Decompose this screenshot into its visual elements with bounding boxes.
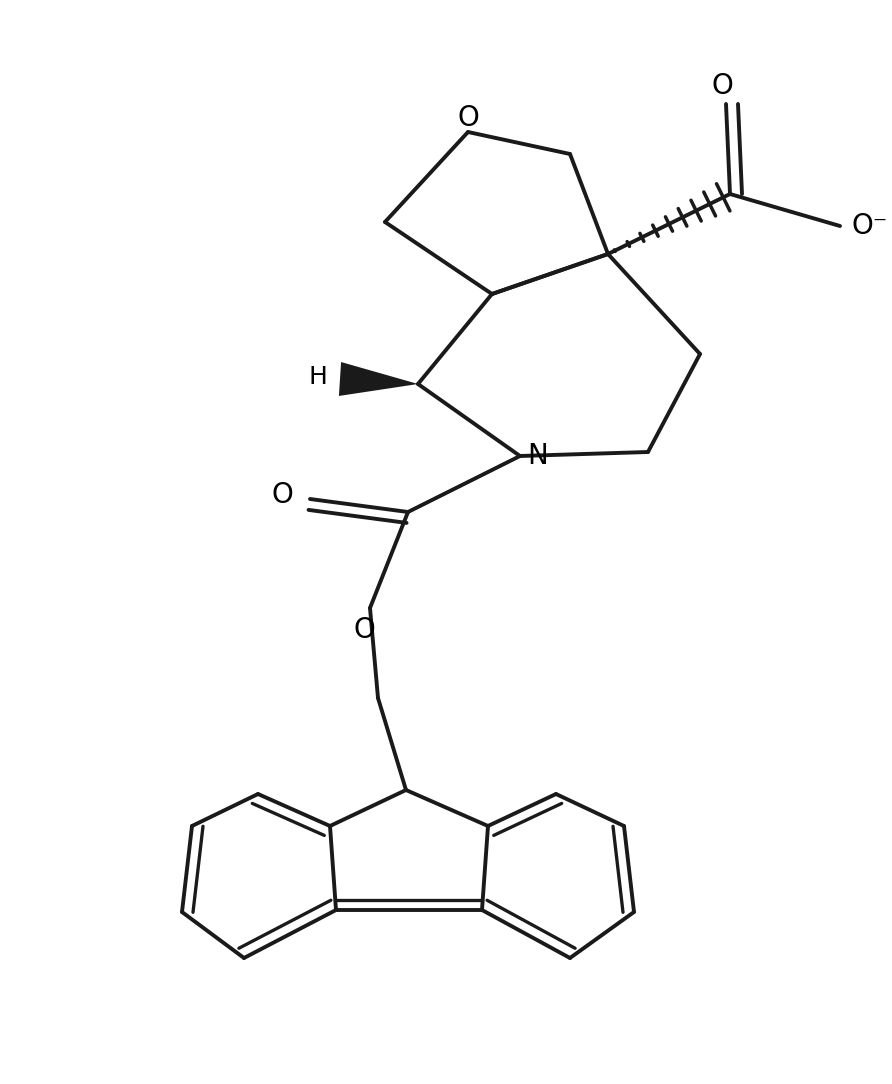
Text: O: O [271, 481, 293, 509]
Text: O: O [457, 104, 479, 132]
Text: O⁻: O⁻ [852, 212, 888, 240]
Text: H: H [309, 365, 327, 389]
Polygon shape [339, 362, 418, 396]
Text: N: N [528, 442, 549, 470]
Text: O: O [353, 616, 375, 644]
Text: O: O [711, 72, 733, 100]
